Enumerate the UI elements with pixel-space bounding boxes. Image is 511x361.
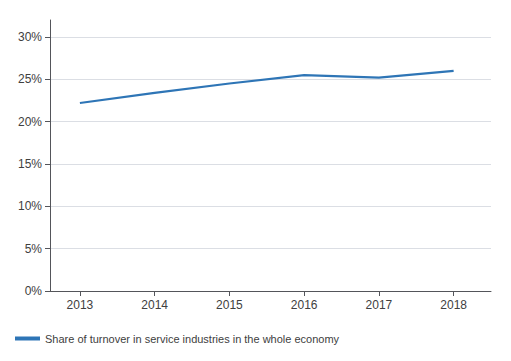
svg-text:5%: 5% [25,242,43,256]
svg-text:15%: 15% [18,157,42,171]
svg-text:2015: 2015 [216,298,243,312]
svg-text:Share of turnover in service i: Share of turnover in service industries … [45,333,340,345]
svg-text:30%: 30% [18,30,42,44]
svg-text:2016: 2016 [291,298,318,312]
svg-text:2018: 2018 [440,298,467,312]
svg-text:2014: 2014 [141,298,168,312]
svg-text:25%: 25% [18,72,42,86]
svg-text:2013: 2013 [67,298,94,312]
svg-text:20%: 20% [18,115,42,129]
svg-text:2017: 2017 [366,298,393,312]
svg-text:0%: 0% [25,284,43,298]
svg-text:10%: 10% [18,199,42,213]
